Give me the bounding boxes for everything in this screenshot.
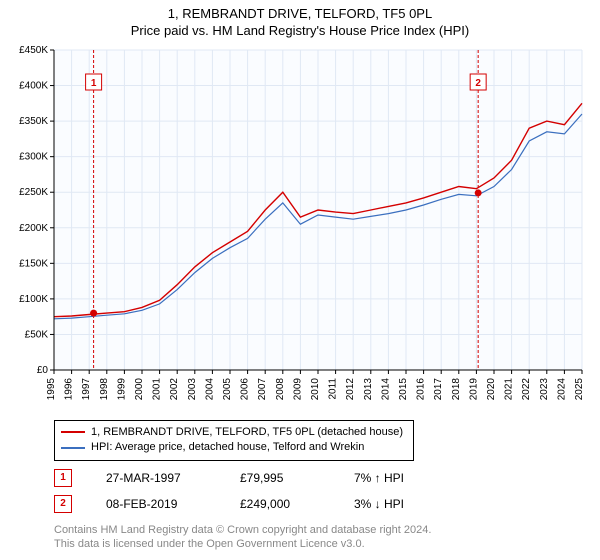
svg-text:2006: 2006 xyxy=(240,377,251,400)
footer: Contains HM Land Registry data © Crown c… xyxy=(54,523,590,552)
svg-text:£100K: £100K xyxy=(19,294,48,305)
svg-text:2004: 2004 xyxy=(204,377,215,400)
svg-text:2024: 2024 xyxy=(556,377,567,400)
page-subtitle: Price paid vs. HM Land Registry's House … xyxy=(10,23,590,40)
transaction-row: 2 08-FEB-2019 £249,000 3% ↓ HPI xyxy=(54,495,590,513)
svg-text:2025: 2025 xyxy=(574,377,585,400)
svg-text:2002: 2002 xyxy=(169,377,180,400)
svg-text:2021: 2021 xyxy=(504,377,515,400)
footer-line-2: This data is licensed under the Open Gov… xyxy=(54,537,590,551)
svg-text:2023: 2023 xyxy=(539,377,550,400)
transaction-delta: 7% ↑ HPI xyxy=(354,471,404,485)
transaction-date: 08-FEB-2019 xyxy=(106,497,206,511)
svg-text:2019: 2019 xyxy=(468,377,479,400)
svg-text:2009: 2009 xyxy=(292,377,303,400)
page-title: 1, REMBRANDT DRIVE, TELFORD, TF5 0PL xyxy=(10,6,590,23)
svg-text:£300K: £300K xyxy=(19,151,48,162)
svg-text:£0: £0 xyxy=(37,365,49,376)
svg-text:2007: 2007 xyxy=(257,377,268,400)
svg-text:2010: 2010 xyxy=(310,377,321,400)
svg-text:2018: 2018 xyxy=(451,377,462,400)
legend-label-1: 1, REMBRANDT DRIVE, TELFORD, TF5 0PL (de… xyxy=(91,425,403,440)
svg-text:2000: 2000 xyxy=(134,377,145,400)
svg-text:£400K: £400K xyxy=(19,80,48,91)
svg-text:2005: 2005 xyxy=(222,377,233,400)
svg-text:2001: 2001 xyxy=(152,377,163,400)
transaction-price: £79,995 xyxy=(240,471,320,485)
svg-text:2014: 2014 xyxy=(380,377,391,400)
svg-text:1995: 1995 xyxy=(46,377,57,400)
svg-text:2022: 2022 xyxy=(521,377,532,400)
svg-text:2020: 2020 xyxy=(486,377,497,400)
svg-text:£250K: £250K xyxy=(19,187,48,198)
svg-text:2013: 2013 xyxy=(363,377,374,400)
transaction-delta: 3% ↓ HPI xyxy=(354,497,404,511)
legend-swatch-1 xyxy=(61,431,85,433)
svg-text:2016: 2016 xyxy=(416,377,427,400)
svg-text:1997: 1997 xyxy=(81,377,92,400)
svg-text:1999: 1999 xyxy=(116,377,127,400)
svg-text:2008: 2008 xyxy=(275,377,286,400)
svg-text:1996: 1996 xyxy=(64,377,75,400)
transaction-marker: 1 xyxy=(54,469,72,487)
svg-text:2003: 2003 xyxy=(187,377,198,400)
svg-text:£50K: £50K xyxy=(25,329,49,340)
svg-text:£350K: £350K xyxy=(19,116,48,127)
legend-item-2: HPI: Average price, detached house, Telf… xyxy=(61,440,403,455)
legend-label-2: HPI: Average price, detached house, Telf… xyxy=(91,440,364,455)
svg-text:1: 1 xyxy=(91,78,97,89)
transaction-row: 1 27-MAR-1997 £79,995 7% ↑ HPI xyxy=(54,469,590,487)
svg-text:2015: 2015 xyxy=(398,377,409,400)
svg-text:£150K: £150K xyxy=(19,258,48,269)
transaction-price: £249,000 xyxy=(240,497,320,511)
transaction-marker: 2 xyxy=(54,495,72,513)
legend-item-1: 1, REMBRANDT DRIVE, TELFORD, TF5 0PL (de… xyxy=(61,425,403,440)
price-chart: 1 2 £0 £50K £100K £150K £200K £250K £300K £350K £4… xyxy=(10,44,590,414)
footer-line-1: Contains HM Land Registry data © Crown c… xyxy=(54,523,590,537)
svg-text:2017: 2017 xyxy=(433,377,444,400)
svg-text:2012: 2012 xyxy=(345,377,356,400)
svg-text:2011: 2011 xyxy=(328,377,339,399)
legend: 1, REMBRANDT DRIVE, TELFORD, TF5 0PL (de… xyxy=(54,420,590,461)
transaction-date: 27-MAR-1997 xyxy=(106,471,206,485)
svg-text:1998: 1998 xyxy=(99,377,110,400)
svg-text:£200K: £200K xyxy=(19,223,48,234)
svg-text:2: 2 xyxy=(475,78,481,89)
legend-swatch-2 xyxy=(61,447,85,449)
svg-text:£450K: £450K xyxy=(19,45,48,56)
